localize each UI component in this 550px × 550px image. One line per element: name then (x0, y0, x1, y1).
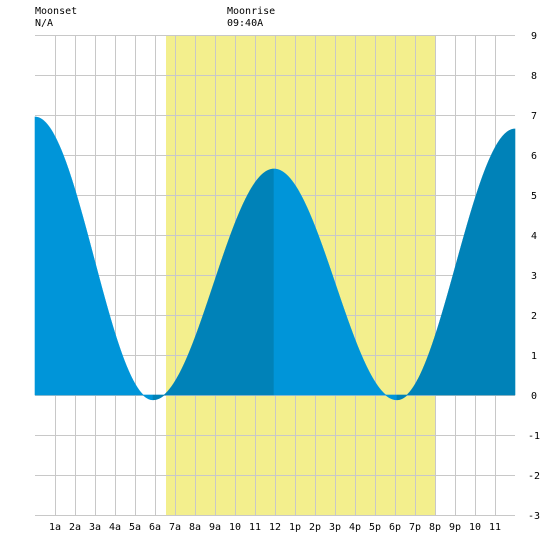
moonrise-time: 09:40A (227, 18, 264, 29)
x-tick-label: 11 (249, 522, 261, 533)
y-tick-label: 1 (531, 351, 537, 362)
x-tick-label: 11 (489, 522, 501, 533)
x-tick-label: 12 (269, 522, 281, 533)
y-tick-label: -3 (528, 511, 540, 522)
x-tick-label: 2a (69, 522, 81, 533)
tide-segment (513, 128, 516, 396)
x-tick-label: 3p (329, 522, 341, 533)
y-tick-label: 3 (531, 271, 537, 282)
x-tick-label: 4a (109, 522, 121, 533)
x-tick-label: 8a (189, 522, 201, 533)
y-tick-label: 8 (531, 71, 537, 82)
moonrise-label: Moonrise (227, 6, 276, 17)
x-tick-label: 5p (369, 522, 381, 533)
y-tick-label: -2 (528, 471, 540, 482)
x-tick-label: 10 (469, 522, 481, 533)
x-tick-label: 5a (129, 522, 141, 533)
y-tick-label: 9 (531, 31, 537, 42)
x-tick-label: 2p (309, 522, 321, 533)
x-tick-label: 10 (229, 522, 241, 533)
x-tick-label: 7p (409, 522, 421, 533)
x-tick-label: 1p (289, 522, 301, 533)
y-tick-label: 2 (531, 311, 537, 322)
moonset-label: Moonset (35, 6, 78, 17)
x-tick-label: 6a (149, 522, 161, 533)
x-tick-label: 9p (449, 522, 461, 533)
x-tick-label: 4p (349, 522, 361, 533)
y-tick-label: 6 (531, 151, 537, 162)
y-tick-label: -1 (528, 431, 540, 442)
y-tick-label: 0 (531, 391, 537, 402)
x-tick-label: 1a (49, 522, 61, 533)
y-tick-label: 7 (531, 111, 537, 122)
x-tick-label: 9a (209, 522, 221, 533)
y-tick-label: 4 (531, 231, 537, 242)
x-tick-label: 7a (169, 522, 181, 533)
x-tick-label: 6p (389, 522, 401, 533)
x-tick-label: 3a (89, 522, 101, 533)
y-tick-label: 5 (531, 191, 537, 202)
x-tick-label: 8p (429, 522, 441, 533)
moonset-time: N/A (35, 18, 54, 29)
